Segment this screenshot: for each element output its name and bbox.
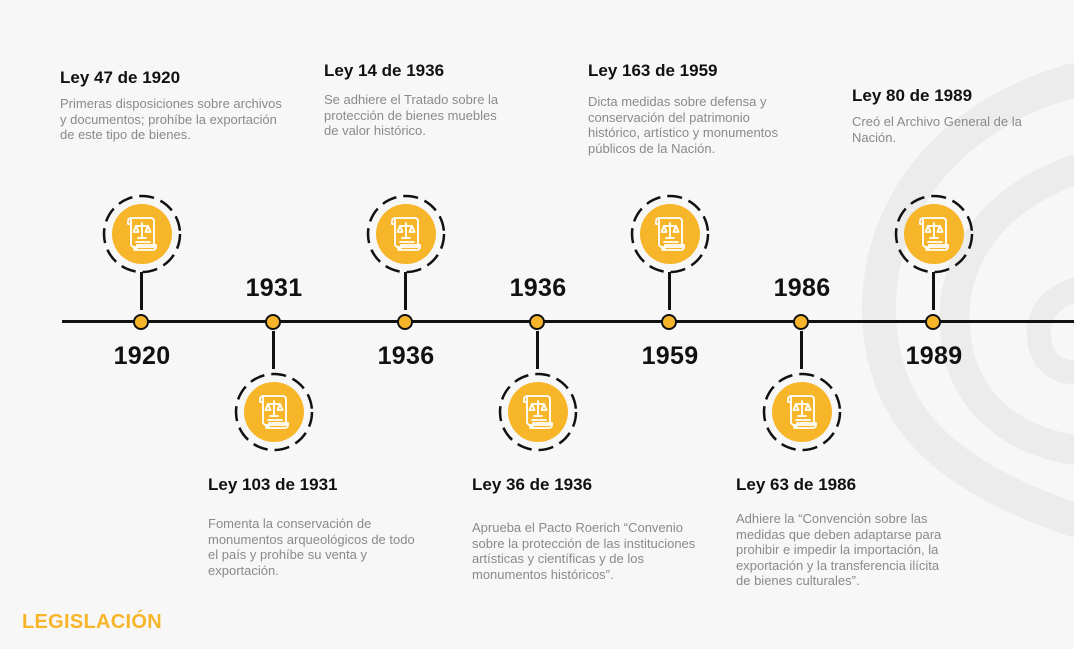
- year-label-1936-b: 1936: [509, 274, 567, 302]
- event-connector: [403, 272, 407, 310]
- law-scroll-icon: [498, 372, 578, 452]
- timeline-dot-1920: [133, 314, 149, 330]
- event-title-1931: Ley 103 de 1931: [208, 475, 338, 494]
- event-title-1936-b: Ley 36 de 1936: [472, 475, 593, 494]
- event-title-1936-a: Ley 14 de 1936: [324, 61, 445, 80]
- event-title-1920: Ley 47 de 1920: [60, 68, 181, 87]
- law-scroll-icon: [630, 194, 710, 274]
- event-description-1989: Creó el Archivo General de la Nación.: [852, 114, 1022, 145]
- law-scroll-icon: [102, 194, 182, 274]
- law-scroll-icon: [894, 194, 974, 274]
- event-title-1959: Ley 163 de 1959: [588, 61, 718, 80]
- event-connector: [271, 331, 275, 369]
- event-connector: [667, 272, 671, 310]
- timeline-dot-1989: [925, 314, 941, 330]
- year-label-1920: 1920: [113, 342, 171, 370]
- event-description-1931: Fomenta la conservación de monumentos ar…: [208, 516, 415, 578]
- year-label-1936-a: 1936: [377, 342, 435, 370]
- year-label-1959: 1959: [641, 342, 699, 370]
- event-connector: [535, 331, 539, 369]
- event-description-1936-b: Aprueba el Pacto Roerich “Convenio sobre…: [472, 520, 696, 582]
- event-description-1936-a: Se adhiere el Tratado sobre la protecció…: [324, 92, 499, 139]
- timeline-dot-1931: [265, 314, 281, 330]
- section-label: LEGISLACIÓN: [22, 611, 162, 633]
- event-description-1920: Primeras disposiciones sobre archivos y …: [60, 96, 282, 143]
- timeline-dot-1936-b: [529, 314, 545, 330]
- event-connector: [799, 331, 803, 369]
- event-connector: [931, 272, 935, 310]
- year-label-1986: 1986: [773, 274, 831, 302]
- event-title-1989: Ley 80 de 1989: [852, 86, 973, 105]
- law-scroll-icon: [762, 372, 842, 452]
- year-label-1931: 1931: [245, 274, 303, 302]
- event-title-1986: Ley 63 de 1986: [736, 475, 857, 494]
- year-label-1989: 1989: [905, 342, 963, 370]
- timeline-dot-1959: [661, 314, 677, 330]
- timeline-dot-1936-a: [397, 314, 413, 330]
- law-scroll-icon: [366, 194, 446, 274]
- timeline-dot-1986: [793, 314, 809, 330]
- event-description-1959: Dicta medidas sobre defensa y conservaci…: [588, 94, 779, 156]
- event-connector: [139, 272, 143, 310]
- law-scroll-icon: [234, 372, 314, 452]
- event-description-1986: Adhiere la “Convención sobre las medidas…: [736, 511, 942, 589]
- timeline-axis: [62, 320, 1074, 323]
